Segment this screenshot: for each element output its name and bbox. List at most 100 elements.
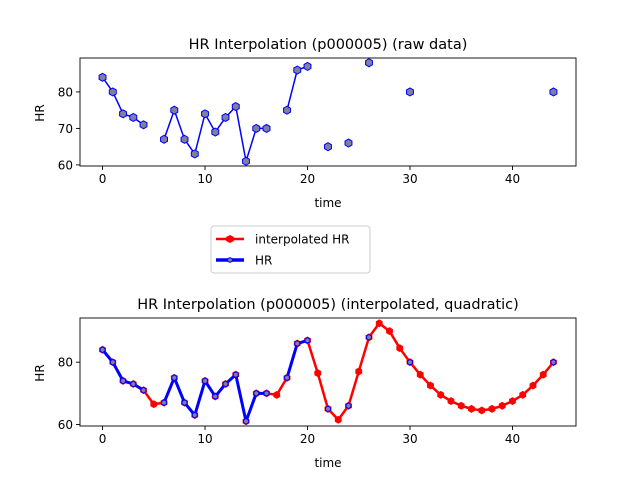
legend-hr-marker xyxy=(227,256,233,264)
interpolated-hr-point xyxy=(375,319,383,328)
interpolated-hr-point xyxy=(529,381,537,390)
interpolated-hr-point xyxy=(355,367,363,376)
interpolated-hr-point xyxy=(478,406,486,415)
legend: interpolated HR HR xyxy=(210,225,371,274)
interpolated-hr-point xyxy=(345,402,352,410)
interpolated-hr-point xyxy=(366,333,372,341)
interpolated-hr-point xyxy=(161,399,167,407)
raw-hr-point xyxy=(119,109,128,119)
raw-axes-frame xyxy=(79,57,577,167)
raw-hr-point xyxy=(170,105,179,115)
raw-hr-point xyxy=(129,112,138,123)
interpolated-hr-point xyxy=(294,340,301,347)
interpolated-x-tick-label: 20 xyxy=(300,432,315,446)
interpolated-hr-point xyxy=(334,415,342,424)
interpolated-hr-point xyxy=(181,399,188,407)
raw-hr-point xyxy=(98,72,107,82)
interpolated-hr-point xyxy=(243,417,249,425)
raw-y-tick-label: 60 xyxy=(58,158,73,172)
interpolated-hr-point xyxy=(130,380,137,388)
interpolated-hr-point xyxy=(437,390,445,399)
interpolated-hr-point xyxy=(150,400,158,409)
raw-hr-point xyxy=(160,134,168,144)
interpolated-hr-point xyxy=(519,390,527,399)
raw-y-tick-label: 80 xyxy=(58,85,73,99)
raw-hr-point xyxy=(252,123,261,133)
raw-x-tick-label: 10 xyxy=(197,172,212,186)
raw-hr-point xyxy=(365,58,373,68)
interpolated-hr-point xyxy=(304,337,311,344)
interpolated-hr-point xyxy=(550,358,557,366)
raw-y-tick-label: 70 xyxy=(58,122,73,136)
raw-x-tick-label: 0 xyxy=(99,172,107,186)
raw-hr-point xyxy=(406,87,414,97)
interpolated-x-tick-label: 10 xyxy=(197,432,212,446)
raw-x-tick-label: 20 xyxy=(300,172,315,186)
interpolated-hr-point xyxy=(212,393,219,400)
interpolated-hr-point xyxy=(396,344,404,353)
interpolated-hr-point xyxy=(191,411,198,419)
interpolated-hr-point xyxy=(488,404,496,413)
legend-hr-label: HR xyxy=(255,254,272,268)
interpolated-hr-point xyxy=(140,386,147,394)
raw-hr-point xyxy=(190,149,199,159)
raw-x-tick-label: 40 xyxy=(505,172,520,186)
interpolated-x-tick-label: 40 xyxy=(505,432,520,446)
raw-y-axis-label: HR xyxy=(33,104,47,121)
interpolated-hr-point xyxy=(468,404,475,413)
interpolated-x-tick-label: 0 xyxy=(99,432,107,446)
interpolated-hr-point xyxy=(416,370,424,379)
interpolated-hr-point xyxy=(232,371,239,379)
interpolated-hr-point xyxy=(457,401,465,410)
raw-hr-point xyxy=(139,120,148,130)
raw-chart-title: HR Interpolation (p000005) (raw data) xyxy=(189,37,468,53)
interpolated-hr-point xyxy=(263,389,270,397)
interpolated-y-tick-label: 60 xyxy=(58,418,73,432)
interpolated-plot-area: 0 10 20 30 40 60 80 xyxy=(58,317,577,446)
interpolated-hr-point xyxy=(99,346,106,354)
raw-data-chart: HR Interpolation (p000005) (raw data) 0 1… xyxy=(33,37,577,210)
interpolated-hr-point xyxy=(325,405,331,413)
interpolated-x-tick-label: 30 xyxy=(402,432,417,446)
interpolated-hr-point xyxy=(284,374,290,382)
raw-hr-point xyxy=(211,127,220,137)
raw-hr-point xyxy=(180,134,189,144)
interpolated-hr-point xyxy=(427,381,434,390)
interpolated-hr-point xyxy=(253,389,260,397)
raw-hr-point xyxy=(201,109,209,119)
interpolated-hr-point xyxy=(120,377,126,385)
raw-hr-point xyxy=(293,65,302,75)
raw-hr-point xyxy=(283,105,291,115)
legend-interpolated-marker xyxy=(226,235,234,243)
legend-interpolated-label: interpolated HR xyxy=(255,233,350,247)
interpolated-hr-point xyxy=(447,397,455,406)
raw-hr-point xyxy=(231,101,240,112)
raw-hr-point xyxy=(242,156,250,166)
raw-hr-point xyxy=(324,142,332,152)
interpolated-hr-point xyxy=(202,377,208,385)
interpolated-chart-title: HR Interpolation (p000005) (interpolated… xyxy=(137,297,519,313)
interpolated-hr-point xyxy=(498,401,506,410)
interpolated-hr-point xyxy=(171,374,178,382)
interpolated-x-axis-label: time xyxy=(314,456,341,470)
interpolated-hr-point xyxy=(539,370,547,379)
interpolated-hr-point xyxy=(314,369,322,378)
interpolated-hr-point xyxy=(222,380,229,388)
interpolated-hr-point xyxy=(509,397,516,406)
interpolated-hr-point xyxy=(386,327,393,336)
legend-box xyxy=(210,225,371,274)
interpolated-hr-point xyxy=(273,390,281,399)
raw-hr-point xyxy=(303,61,312,71)
interpolated-y-axis-label: HR xyxy=(33,364,47,381)
raw-hr-point xyxy=(262,123,271,133)
interpolated-y-tick-label: 80 xyxy=(58,356,73,370)
raw-hr-point xyxy=(344,138,353,148)
interpolated-hr-point xyxy=(407,358,413,366)
raw-x-axis-label: time xyxy=(314,196,341,210)
interpolated-axes-frame xyxy=(79,317,577,427)
raw-hr-point xyxy=(549,87,558,97)
interpolated-hr-point xyxy=(109,358,116,366)
raw-plot-area: 0 10 20 30 40 60 70 80 xyxy=(58,57,577,186)
raw-hr-point xyxy=(221,112,230,123)
